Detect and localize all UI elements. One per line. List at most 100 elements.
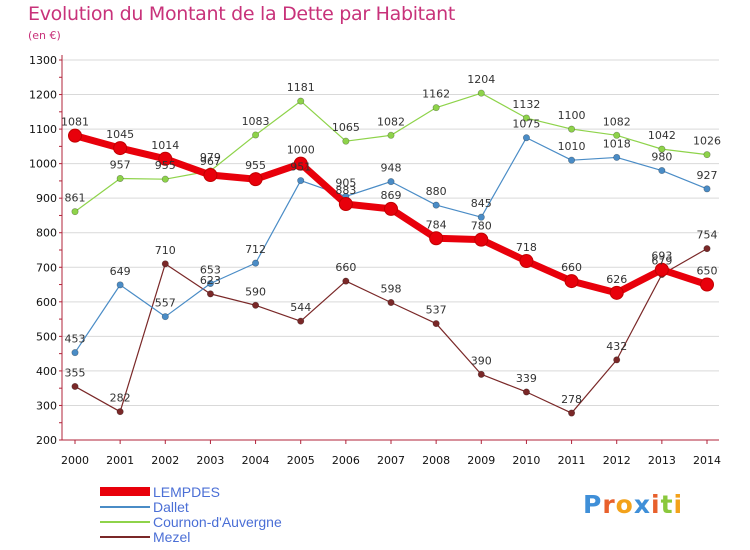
data-label-dallet: 1018	[603, 137, 631, 150]
data-point-lempdes	[293, 156, 308, 171]
data-label-lempdes: 1045	[106, 128, 134, 141]
data-point-dallet	[613, 153, 621, 161]
data-label-lempdes: 1081	[61, 116, 89, 129]
x-tick-label: 2009	[467, 454, 495, 467]
legend-item-lempdes[interactable]: LEMPDES	[100, 484, 282, 500]
data-label-cournon-d-auvergne: 1204	[467, 73, 495, 86]
chart-subtitle: (en €)	[28, 29, 61, 42]
data-point-lempdes	[113, 141, 128, 156]
x-tick-label: 2001	[106, 454, 134, 467]
data-point-lempdes	[564, 274, 579, 289]
data-label-mezel: 537	[426, 304, 447, 317]
data-label-dallet: 905	[335, 176, 356, 189]
data-label-cournon-d-auvergne: 1162	[422, 88, 450, 101]
data-point-lempdes	[429, 231, 444, 246]
legend-swatch-cournon	[100, 520, 150, 523]
data-point-lempdes	[338, 197, 353, 212]
data-label-cournon-d-auvergne: 1065	[332, 121, 360, 134]
legend-label-cournon: Cournon-d'Auvergne	[153, 513, 282, 530]
y-tick-label: 300	[36, 399, 57, 412]
data-label-cournon-d-auvergne: 1082	[603, 115, 631, 128]
y-tick-label: 1000	[29, 158, 57, 171]
x-tick-label: 2008	[422, 454, 450, 467]
y-tick-label: 500	[36, 330, 57, 343]
data-label-lempdes: 650	[697, 265, 718, 278]
data-point-lempdes	[203, 168, 218, 183]
legend-item-dallet[interactable]: Dallet	[100, 499, 282, 515]
data-label-mezel: 544	[290, 301, 311, 314]
proxiti-logo: Proxiti	[583, 490, 683, 519]
data-point-dallet	[297, 177, 305, 185]
data-point-dallet	[522, 134, 530, 142]
data-label-lempdes: 883	[335, 184, 356, 197]
legend: LEMPDES Dallet Cournon-d'Auvergne Mezel	[100, 484, 282, 545]
x-tick-label: 2007	[377, 454, 405, 467]
logo-letter: P	[583, 490, 603, 519]
data-point-lempdes	[700, 277, 714, 292]
y-tick-label: 900	[36, 192, 57, 205]
data-label-dallet: 653	[200, 264, 221, 277]
data-label-lempdes: 693	[651, 250, 672, 263]
data-point-dallet	[116, 281, 124, 289]
logo-letter: t	[660, 490, 674, 519]
data-point-lempdes	[384, 201, 398, 216]
data-point-dallet	[477, 213, 485, 221]
data-label-dallet: 453	[65, 333, 86, 346]
data-label-lempdes: 869	[381, 189, 402, 202]
data-label-mezel: 623	[200, 274, 221, 287]
data-label-dallet: 649	[110, 265, 131, 278]
data-label-cournon-d-auvergne: 1082	[377, 115, 405, 128]
data-point-mezel	[342, 277, 350, 285]
series-mezel	[71, 245, 711, 417]
data-label-lempdes: 955	[245, 159, 266, 172]
legend-item-mezel[interactable]: Mezel	[100, 529, 282, 545]
series-lempdes	[68, 128, 714, 300]
data-point-dallet	[206, 280, 214, 288]
data-label-lempdes: 780	[471, 220, 492, 233]
logo-letter: x	[633, 490, 651, 519]
data-point-cournon-d-auvergne	[161, 175, 169, 183]
series-dallet	[71, 134, 711, 357]
data-point-lempdes	[474, 232, 489, 247]
data-point-dallet	[568, 156, 576, 164]
data-label-dallet: 951	[290, 161, 311, 174]
data-label-dallet: 948	[381, 162, 402, 175]
axes	[59, 55, 719, 444]
data-point-mezel	[161, 260, 169, 268]
x-tick-label: 2013	[648, 454, 676, 467]
data-label-mezel: 590	[245, 285, 266, 298]
data-label-mezel: 278	[561, 393, 582, 406]
data-label-lempdes: 718	[516, 241, 537, 254]
data-label-mezel: 710	[155, 244, 176, 257]
data-point-mezel	[432, 320, 440, 328]
x-tick-label: 2012	[603, 454, 631, 467]
data-label-dallet: 1010	[558, 140, 586, 153]
data-label-cournon-d-auvergne: 957	[110, 158, 131, 171]
tick-labels: 200 300 400 500 600 700 800 900 1000 1100 1200 1300…	[29, 54, 721, 467]
data-label-cournon-d-auvergne: 861	[65, 192, 86, 205]
data-point-cournon-d-auvergne	[703, 151, 711, 159]
y-tick-label: 800	[36, 227, 57, 240]
data-label-cournon-d-auvergne: 979	[200, 151, 221, 164]
data-point-dallet	[161, 313, 169, 321]
data-label-mezel: 339	[516, 372, 537, 385]
legend-item-cournon[interactable]: Cournon-d'Auvergne	[100, 513, 282, 530]
series-lines	[68, 89, 714, 417]
data-point-lempdes	[519, 254, 534, 269]
x-tick-label: 2011	[558, 454, 586, 467]
data-label-dallet: 557	[155, 297, 176, 310]
data-point-cournon-d-auvergne	[522, 114, 530, 122]
data-point-mezel	[116, 408, 124, 416]
data-label-mezel: 355	[65, 366, 86, 379]
data-label-dallet: 980	[651, 151, 672, 164]
legend-swatch-lempdes	[100, 487, 150, 496]
data-point-mezel	[477, 370, 485, 378]
data-label-lempdes: 967	[200, 155, 221, 168]
data-point-dallet	[71, 349, 79, 357]
data-point-mezel	[252, 301, 260, 309]
y-tick-label: 400	[36, 365, 57, 378]
y-tick-label: 600	[36, 296, 57, 309]
data-point-mezel	[206, 290, 214, 298]
data-point-lempdes	[248, 172, 263, 187]
data-label-mezel: 598	[381, 283, 402, 296]
